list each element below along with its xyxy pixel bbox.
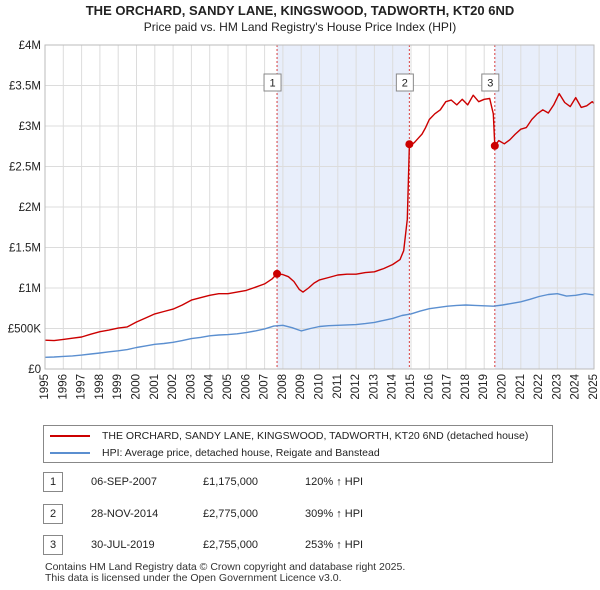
x-tick-label: 2021 (515, 374, 527, 400)
x-tick-label: 2018 (460, 374, 472, 400)
transaction-number: 1 (43, 472, 63, 492)
footer-copyright: Contains HM Land Registry data © Crown c… (45, 561, 406, 573)
x-tick-label: 1997 (76, 374, 88, 400)
x-tick-label: 2020 (497, 374, 509, 400)
x-tick-label: 2005 (222, 374, 234, 400)
y-tick-label: £2.5M (9, 162, 41, 174)
transaction-price: £1,175,000 (203, 476, 259, 488)
sale-point (405, 140, 414, 149)
x-tick-label: 2017 (442, 374, 454, 400)
x-tick-label: 1996 (57, 374, 69, 400)
x-tick-label: 2006 (240, 374, 252, 400)
sale-number-label: 1 (269, 78, 275, 90)
x-tick-label: 2025 (588, 374, 600, 400)
sale-number-box (263, 73, 282, 92)
plot-border (44, 44, 595, 370)
footer-licence: This data is licensed under the Open Gov… (45, 572, 342, 584)
x-tick-label: 2003 (185, 374, 197, 400)
sale-number-box (395, 73, 414, 92)
x-tick-label: 1999 (112, 374, 124, 400)
x-tick-label: 2001 (149, 374, 161, 400)
x-tick-label: 1998 (94, 374, 106, 400)
x-tick-label: 2023 (551, 374, 563, 400)
x-tick-label: 2014 (387, 373, 399, 399)
legend-swatch-hpi (50, 452, 90, 454)
x-tick-label: 2013 (368, 374, 380, 400)
x-tick-label: 2002 (167, 374, 179, 400)
x-tick-label: 2019 (478, 374, 490, 400)
y-tick-label: £500K (8, 324, 42, 336)
series-line-property (44, 92, 595, 342)
series-line-hpi (44, 293, 595, 358)
transaction-number: 3 (43, 535, 63, 555)
legend-label-hpi: HPI: Average price, detached house, Reig… (102, 447, 380, 459)
transaction-price: £2,775,000 (203, 508, 259, 520)
transaction-hpi-change: 253% ↑ HPI (305, 539, 364, 551)
transaction-number: 2 (43, 504, 63, 524)
x-tick-label: 2007 (259, 374, 271, 400)
sale-number-label: 2 (402, 78, 408, 90)
legend-label-property: THE ORCHARD, SANDY LANE, KINGSWOOD, TADW… (102, 430, 529, 442)
sale-number-label: 3 (487, 78, 493, 90)
sale-point (273, 269, 282, 278)
legend-swatch-property (50, 435, 90, 437)
y-tick-label: £2M (19, 202, 41, 214)
price-chart: £0 £500K £1M £1.5M £2M £2.5M £3M £3.5M £4M 1995 19… (8, 40, 600, 400)
x-tick-label: 2024 (570, 373, 582, 399)
x-tick-label: 2022 (533, 374, 545, 400)
y-tick-label: £3M (19, 121, 41, 133)
x-tick-label: 1995 (39, 374, 51, 400)
x-tick-label: 2010 (314, 374, 326, 400)
y-tick-label: £0 (28, 364, 41, 376)
transaction-price: £2,755,000 (203, 539, 259, 551)
x-tick-label: 2011 (332, 374, 344, 399)
x-tick-label: 2015 (405, 374, 417, 400)
y-tick-label: £1.5M (9, 243, 41, 255)
transaction-hpi-change: 120% ↑ HPI (305, 476, 364, 488)
transaction-date: 28-NOV-2014 (91, 508, 159, 520)
transaction-date: 06-SEP-2007 (91, 476, 158, 488)
chart-title: THE ORCHARD, SANDY LANE, KINGSWOOD, TADW… (85, 3, 515, 18)
x-tick-label: 2004 (204, 373, 216, 399)
transaction-hpi-change: 309% ↑ HPI (305, 508, 364, 520)
y-tick-label: £1M (19, 283, 41, 295)
legend: THE ORCHARD, SANDY LANE, KINGSWOOD, TADW… (43, 425, 553, 463)
footer-attribution: Contains HM Land Registry data © Crown c… (45, 562, 405, 584)
x-tick-label: 2008 (277, 374, 289, 400)
y-tick-label: £4M (19, 40, 41, 52)
sale-number-box (481, 73, 500, 92)
x-tick-label: 2012 (350, 374, 362, 400)
x-tick-label: 2000 (131, 374, 143, 400)
x-tick-label: 2016 (423, 374, 435, 400)
chart-subtitle: Price paid vs. HM Land Registry's House … (143, 20, 457, 34)
y-tick-label: £3.5M (9, 81, 41, 93)
x-tick-label: 2009 (295, 374, 307, 400)
sale-point (490, 141, 499, 150)
transaction-date: 30-JUL-2019 (91, 539, 155, 551)
